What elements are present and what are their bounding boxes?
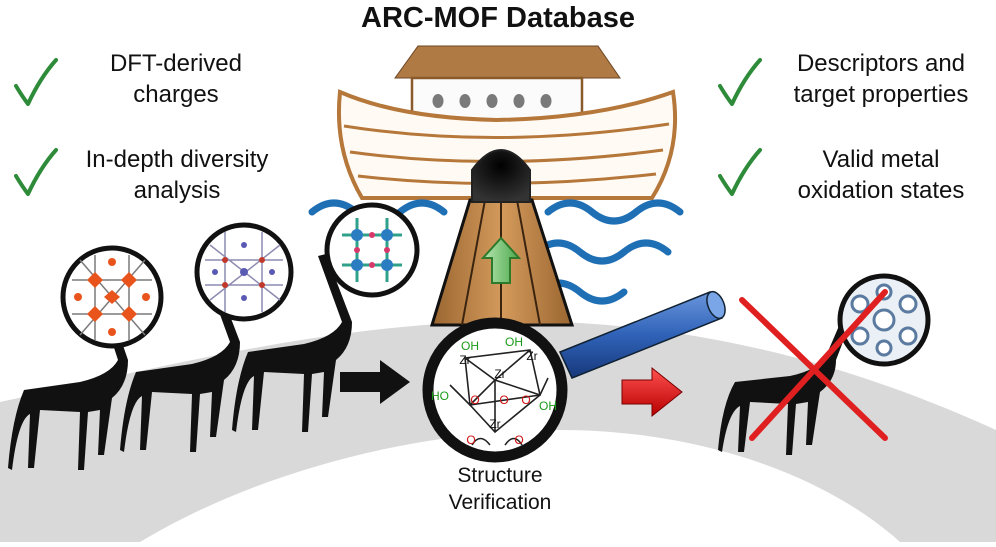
label-zr-2: Zr: [526, 349, 537, 363]
giraffe-3: [232, 254, 352, 432]
ark-hull: [336, 89, 678, 200]
page-title: ARC-MOF Database: [361, 2, 635, 34]
label-o-4: O: [466, 433, 475, 447]
check-icon-4: [718, 148, 762, 196]
label-ho-left: HO: [431, 389, 449, 403]
verification-lens: OH OH HO OH Zr Zr Zr Zr O O O O O: [422, 317, 568, 463]
check-icon-2: [14, 148, 58, 196]
check-icon-3: [718, 58, 762, 106]
label-zr-4: Zr: [489, 417, 500, 431]
forward-arrow: [340, 360, 410, 404]
feature-line: oxidation states: [797, 177, 965, 204]
feature-dft-charges: DFT-derived charges: [76, 48, 276, 110]
ark-entrance: [471, 149, 531, 203]
feature-line: Descriptors and: [796, 50, 966, 77]
ark-roof: [394, 45, 621, 79]
reject-arrow: [621, 366, 683, 418]
feature-line: charges: [133, 81, 219, 108]
mof-thumbnail-1: [60, 245, 164, 349]
label-o-5: O: [514, 433, 523, 447]
up-arrow: [480, 236, 522, 284]
mof-thumbnail-3: [324, 202, 420, 298]
feature-line: Valid metal: [822, 146, 940, 173]
feature-line: In-depth diversity: [85, 146, 269, 173]
mof-thumbnail-4: [837, 273, 931, 367]
feature-diversity-analysis: In-depth diversity analysis: [62, 144, 292, 206]
label-oh-top-right: OH: [505, 335, 523, 349]
feature-line: target properties: [793, 81, 969, 108]
giraffe-1: [8, 290, 128, 470]
label-oh-right: OH: [539, 399, 557, 413]
magnifier-handle: [558, 290, 726, 379]
label-o-2: O: [499, 393, 508, 407]
label-zr-1: Zr: [459, 353, 470, 367]
label-o-1: O: [470, 393, 479, 407]
label-o-3: O: [521, 393, 530, 407]
label-zr-3: Zr: [494, 367, 505, 381]
feature-oxidation-states: Valid metal oxidation states: [770, 144, 992, 206]
caption-line: Structure: [457, 464, 543, 487]
feature-line: DFT-derived: [109, 50, 243, 77]
ark-portholes: [432, 94, 552, 108]
ark: [336, 45, 678, 200]
label-oh-top-left: OH: [461, 339, 479, 353]
caption-line: Verification: [448, 491, 552, 514]
feature-line: analysis: [133, 177, 221, 204]
check-icon-1: [14, 58, 58, 106]
giraffe-2: [120, 274, 240, 452]
feature-descriptors: Descriptors and target properties: [770, 48, 992, 110]
mof-thumbnail-2: [194, 222, 294, 322]
giraffe-4: [718, 305, 856, 455]
reject-cross: [739, 289, 888, 441]
verification-caption: Structure Verification: [430, 462, 570, 516]
